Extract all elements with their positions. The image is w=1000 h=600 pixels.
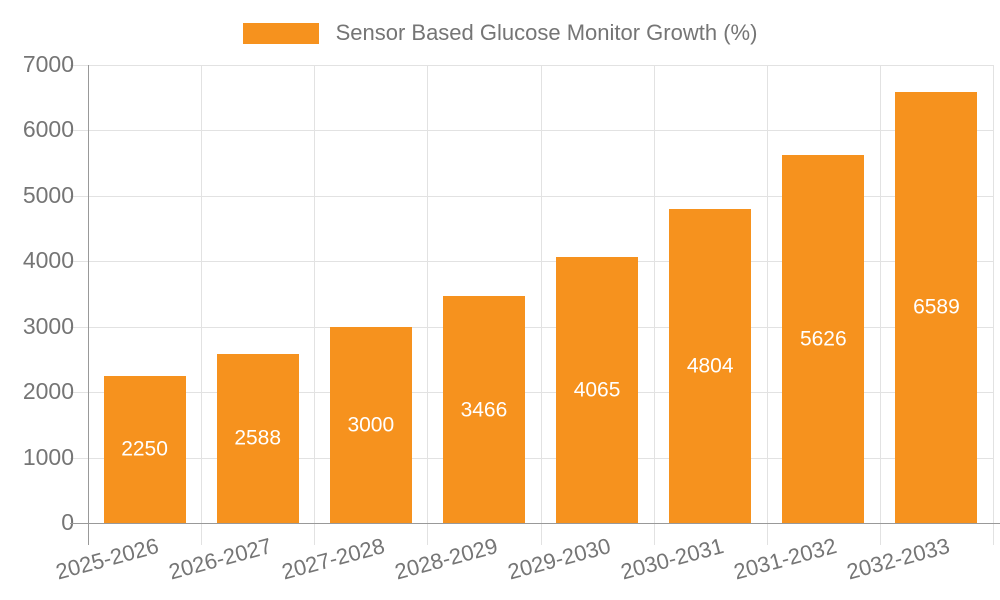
h-gridline	[70, 195, 993, 197]
h-gridline	[70, 130, 993, 132]
legend: Sensor Based Glucose Monitor Growth (%)	[0, 20, 1000, 46]
v-gridline	[540, 65, 542, 545]
v-gridline	[427, 65, 429, 545]
y-axis-tick-label: 0	[61, 509, 74, 536]
v-gridline	[201, 65, 203, 545]
bar	[895, 91, 978, 523]
v-gridline	[993, 65, 994, 545]
h-gridline	[70, 326, 993, 328]
bar	[442, 296, 525, 523]
legend-label: Sensor Based Glucose Monitor Growth (%)	[335, 20, 758, 45]
bar	[782, 154, 865, 523]
bar-value-label: 3466	[460, 398, 508, 422]
y-axis-tick-label: 2000	[22, 378, 74, 405]
h-gridline	[70, 261, 993, 263]
bar	[103, 375, 186, 523]
h-gridline	[70, 65, 993, 66]
y-axis-tick-label: 4000	[22, 247, 74, 274]
h-gridline	[70, 392, 993, 394]
h-gridline	[70, 457, 993, 459]
y-axis-line	[88, 65, 89, 545]
v-gridline	[879, 65, 881, 545]
bar-value-label: 2588	[234, 426, 282, 450]
bar-value-label: 4065	[573, 378, 621, 402]
bar-value-label: 3000	[347, 413, 395, 437]
legend-swatch-icon	[242, 22, 319, 44]
x-axis-line	[70, 523, 1000, 524]
bar-value-label: 2250	[121, 437, 168, 461]
v-gridline	[653, 65, 655, 545]
v-gridline	[314, 65, 316, 545]
v-gridline	[766, 65, 768, 545]
y-axis-tick-label: 3000	[22, 312, 74, 339]
bar	[329, 326, 412, 523]
y-axis-tick-label: 6000	[22, 116, 74, 143]
bar-value-label: 6589	[913, 295, 960, 319]
bar-value-label: 5626	[799, 327, 847, 351]
y-axis-tick-label: 7000	[22, 51, 74, 78]
bar	[669, 208, 752, 523]
bar	[556, 257, 639, 523]
bar	[216, 353, 299, 523]
bar-value-label: 4804	[686, 354, 734, 378]
y-axis-tick-label: 1000	[22, 443, 74, 470]
y-axis-tick-label: 5000	[22, 181, 74, 208]
